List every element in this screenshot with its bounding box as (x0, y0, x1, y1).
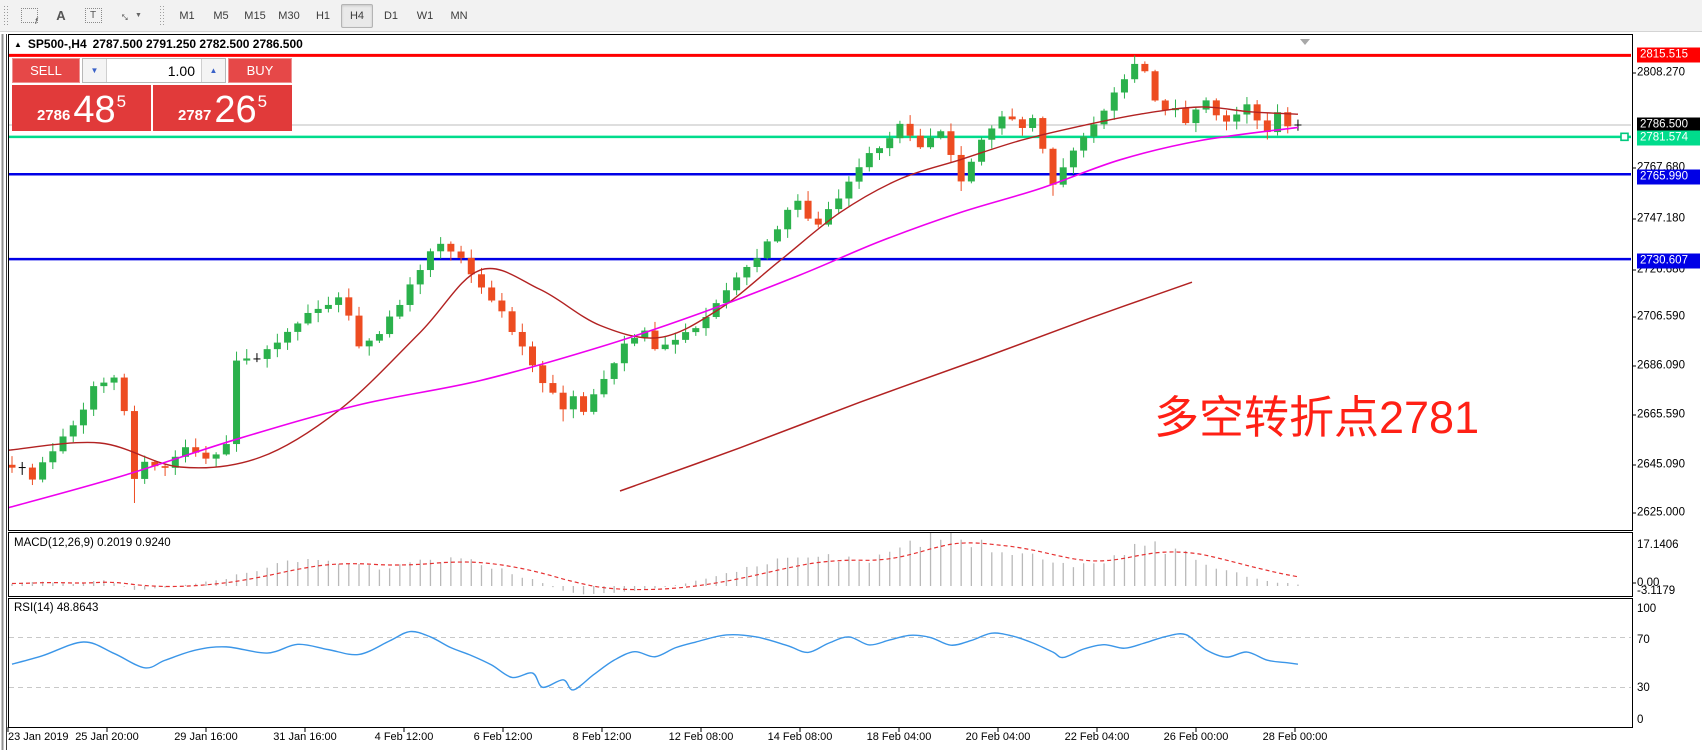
time-axis-label: 8 Feb 12:00 (572, 731, 632, 743)
timeframe-button-m30[interactable]: M30 (278, 9, 300, 22)
time-axis-label: 22 Feb 04:00 (1064, 731, 1130, 743)
time-axis-label: 23 Jan 2019 (8, 731, 69, 743)
timeframe-button-w1[interactable]: W1 (416, 9, 434, 22)
time-axis-label: 4 Feb 12:00 (374, 731, 434, 743)
time-axis-label: 28 Feb 00:00 (1262, 731, 1328, 743)
draw-tools-icon[interactable]: ↔ ▼ (111, 3, 151, 29)
time-axis-label: 26 Feb 00:00 (1163, 731, 1229, 743)
price-tick-label: 2706.590 (1637, 310, 1685, 323)
sell-price-display[interactable]: 2786 48 5 (12, 85, 151, 131)
text-tool-icon[interactable]: T (79, 3, 107, 29)
timeframe-button-m15[interactable]: M15 (244, 9, 266, 22)
buy-price-big: 26 (214, 89, 257, 131)
price-badge: 2730.607 (1637, 253, 1700, 269)
macd-scale-label: -3.1179 (1637, 585, 1676, 597)
volume-input[interactable]: 1.00 (107, 59, 201, 82)
price-tick-label: 2645.090 (1637, 458, 1685, 471)
time-axis-label: 29 Jan 16:00 (174, 731, 238, 743)
chevron-down-icon: ▼ (135, 12, 142, 19)
ma-fast-line (9, 106, 1299, 469)
buy-price-sup: 5 (257, 92, 268, 111)
rsi-pane[interactable] (9, 630, 1631, 691)
rsi-scale-label: 30 (1637, 682, 1650, 694)
sell-button[interactable]: SELL (12, 58, 80, 83)
diagonal-arrow-icon: ↔ (116, 5, 137, 26)
chart-shift-marker (1300, 39, 1310, 45)
symbol-collapse-arrow[interactable]: ▲ (14, 39, 22, 49)
rsi-scale-label: 100 (1637, 603, 1657, 615)
timeframe-button-m5[interactable]: M5 (213, 9, 229, 22)
main-pane-border (8, 34, 1633, 531)
price-tick-label: 2747.180 (1637, 212, 1685, 225)
time-axis-label: 6 Feb 12:00 (473, 731, 533, 743)
rsi-scale-label: 0 (1637, 714, 1644, 726)
macd-scale-label: 17.1406 (1637, 539, 1679, 551)
main-chart-pane[interactable] (8, 39, 1631, 509)
time-axis-label: 12 Feb 08:00 (668, 731, 734, 743)
price-tick-label: 2665.590 (1637, 408, 1685, 421)
timeframe-button-d1[interactable]: D1 (383, 9, 399, 22)
chart-title: ▲ SP500-,H4 2787.500 2791.250 2782.500 2… (14, 37, 303, 51)
price-badge: 2815.515 (1637, 47, 1700, 63)
chart-annotation-text: 多空转折点2781 (1154, 392, 1480, 443)
indicators-icon[interactable]: f (15, 3, 43, 29)
volume-increase-button[interactable]: ▲ (201, 59, 225, 82)
price-tick-label: 2686.090 (1637, 359, 1685, 372)
price-badge: 2781.574 (1637, 130, 1700, 146)
price-badge: 2765.990 (1637, 169, 1700, 185)
time-axis-label: 25 Jan 20:00 (75, 731, 139, 743)
buy-price-display[interactable]: 2787 26 5 (153, 85, 292, 131)
toolbar-drag-handle[interactable] (3, 4, 9, 27)
macd-scale-label: 0.00 (1637, 577, 1660, 589)
macd-pane-border (8, 532, 1633, 597)
time-axis-label: 18 Feb 04:00 (866, 731, 932, 743)
symbol-name: SP500-,H4 (27, 37, 87, 51)
volume-decrease-button[interactable]: ▼ (83, 59, 107, 82)
rsi-label: RSI(14) 48.8643 (14, 602, 99, 614)
macd-signal-line (11, 542, 1299, 591)
rsi-pane-border (8, 598, 1633, 728)
ohlc-values: 2787.500 2791.250 2782.500 2786.500 (92, 37, 303, 51)
label-tool-icon[interactable]: A (56, 8, 66, 23)
timeframe-button-h4[interactable]: H4 (341, 3, 373, 28)
timeframe-group: M1 M5 M15 M30 H1 H4 D1 W1 MN (170, 3, 476, 28)
macd-label: MACD(12,26,9) 0.2019 0.9240 (14, 537, 171, 549)
time-axis-label: 14 Feb 08:00 (767, 731, 833, 743)
price-tick-label: 2808.270 (1637, 66, 1685, 79)
sell-price-sup: 5 (116, 92, 127, 111)
trendline-handle (1620, 132, 1629, 142)
timeframe-button-m1[interactable]: M1 (179, 9, 195, 22)
buy-price-prefix: 2787 (177, 107, 212, 124)
one-click-trading-panel: SELL ▼ 1.00 ▲ BUY 2786 48 5 2787 26 5 (12, 58, 292, 131)
rsi-scale-label: 70 (1637, 634, 1650, 646)
buy-button[interactable]: BUY (228, 58, 292, 83)
price-badge: 2786.500 (1637, 117, 1700, 133)
ma-mid-line (9, 126, 1299, 509)
timeframe-button-h1[interactable]: H1 (315, 9, 331, 22)
time-axis-label: 20 Feb 04:00 (965, 731, 1031, 743)
timeframe-button-mn[interactable]: MN (450, 9, 468, 22)
sell-price-prefix: 2786 (36, 107, 71, 124)
sell-price-big: 48 (73, 89, 116, 131)
price-tick-label: 2625.000 (1637, 506, 1685, 519)
rsi-line (11, 630, 1299, 691)
ma-slow-line (619, 281, 1193, 492)
macd-pane[interactable] (11, 531, 1299, 595)
toolbar: f A T ↔ ▼ M1 M5 M15 M30 H1 H4 D1 W1 MN (0, 0, 1702, 32)
time-axis-label: 31 Jan 16:00 (273, 731, 337, 743)
toolbar-separator (159, 4, 164, 27)
volume-spinner: ▼ 1.00 ▲ (82, 58, 226, 83)
